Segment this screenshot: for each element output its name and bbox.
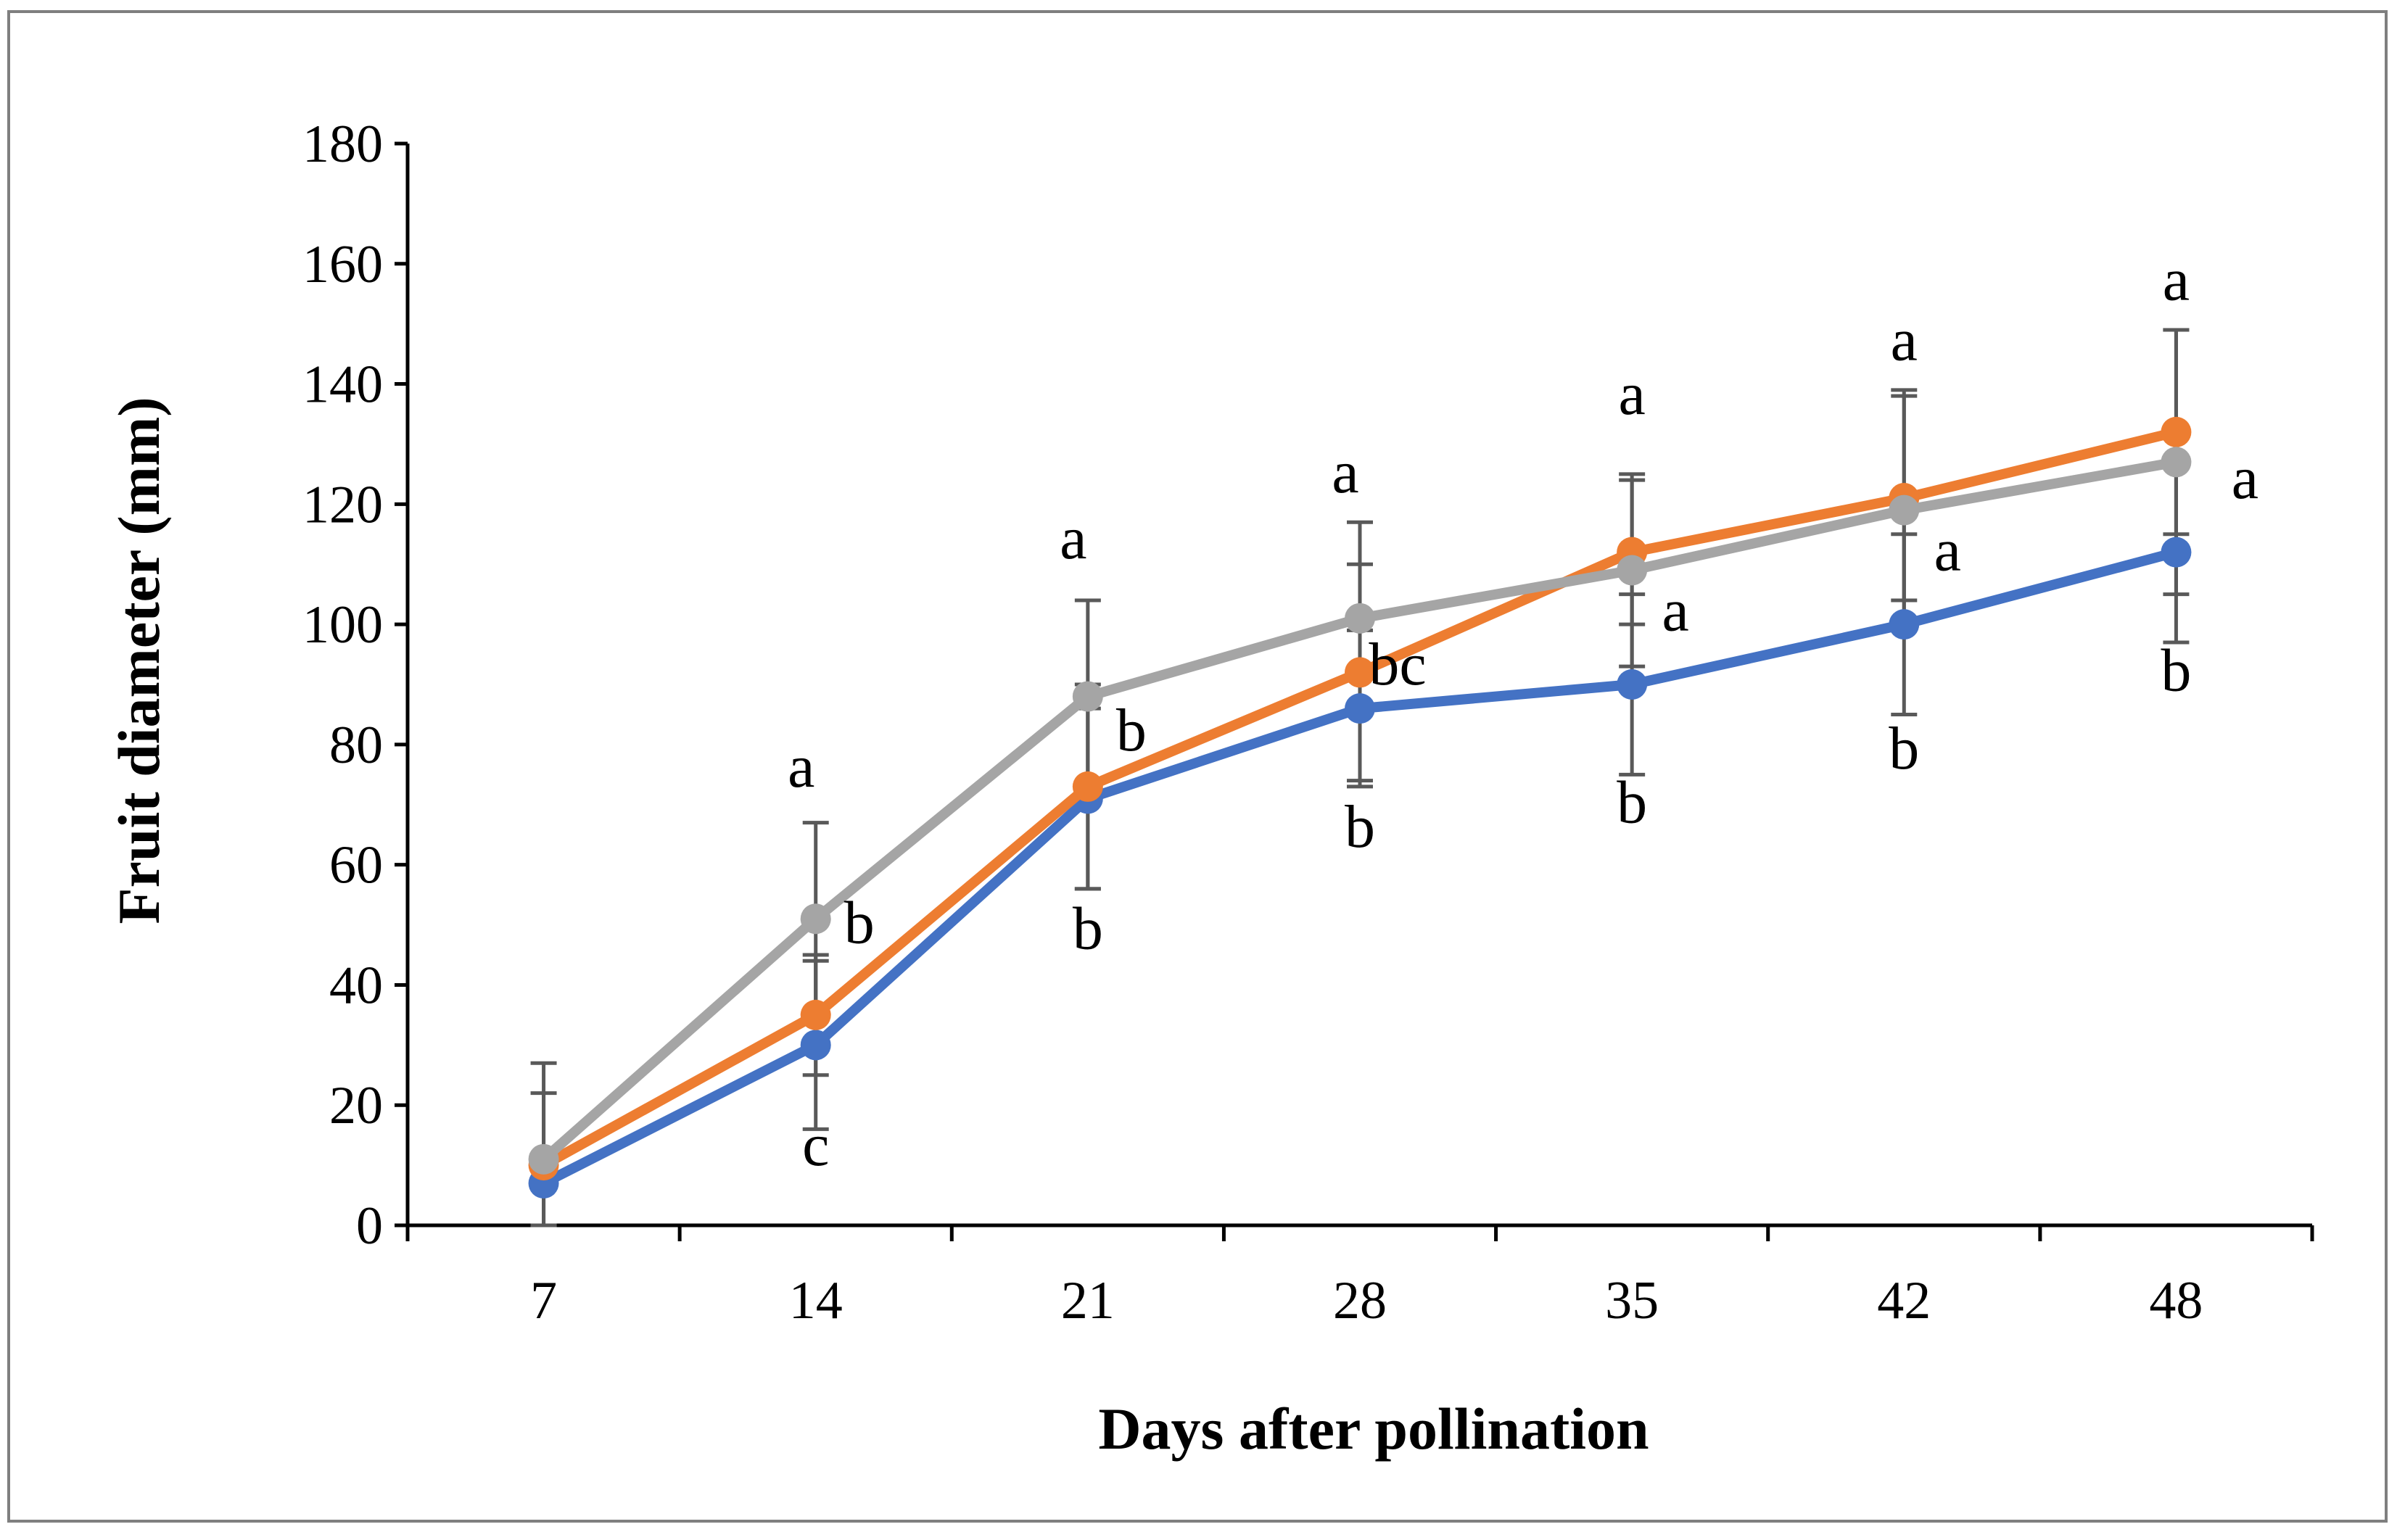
significance-label: b bbox=[1889, 715, 1919, 782]
data-point bbox=[800, 903, 831, 935]
significance-label: a bbox=[1891, 306, 1918, 373]
y-tick-label: 0 bbox=[356, 1196, 383, 1256]
data-point bbox=[800, 1030, 831, 1061]
significance-label: b bbox=[1116, 697, 1147, 764]
y-axis-title: Fruit diameter (mm) bbox=[106, 397, 172, 924]
x-tick-label: 48 bbox=[2149, 1271, 2203, 1330]
data-point bbox=[800, 999, 831, 1030]
significance-label: a bbox=[1618, 360, 1645, 428]
x-tick-label: 7 bbox=[530, 1271, 557, 1330]
x-axis-title: Days after pollination bbox=[1098, 1396, 1649, 1462]
data-point bbox=[1617, 555, 1648, 586]
data-point bbox=[1345, 603, 1375, 634]
data-point bbox=[1889, 494, 1920, 526]
significance-label: bc bbox=[1369, 631, 1426, 698]
significance-label: a bbox=[1662, 576, 1688, 644]
x-tick-label: 35 bbox=[1605, 1271, 1659, 1330]
x-tick-label: 21 bbox=[1061, 1271, 1115, 1330]
significance-label: a bbox=[1060, 505, 1086, 572]
data-point bbox=[1345, 693, 1375, 724]
chart-frame: 0 20 40 60 80 100 120 140 160 180 7 14 21 28 35 42 48 Day… bbox=[7, 10, 2388, 1523]
significance-label: a bbox=[1934, 517, 1961, 584]
data-point bbox=[2161, 537, 2192, 568]
data-point bbox=[1072, 681, 1103, 712]
y-tick-label: 180 bbox=[302, 115, 383, 174]
significance-label: b bbox=[1617, 769, 1647, 837]
fruit-diameter-chart: 0 20 40 60 80 100 120 140 160 180 7 14 21 28 35 42 48 Day… bbox=[106, 115, 2314, 1462]
data-point bbox=[2161, 447, 2192, 478]
significance-label: b bbox=[2161, 637, 2191, 704]
data-point bbox=[1617, 669, 1648, 700]
y-tick-label: 160 bbox=[302, 235, 383, 294]
y-tick-label: 60 bbox=[329, 836, 383, 895]
x-tick-label: 28 bbox=[1333, 1271, 1387, 1330]
y-tick-label: 100 bbox=[302, 595, 383, 655]
data-point bbox=[2161, 416, 2192, 447]
significance-label: b bbox=[844, 889, 875, 956]
significance-label: a bbox=[788, 733, 814, 800]
y-tick-label: 140 bbox=[302, 355, 383, 415]
significance-label: b bbox=[1073, 895, 1103, 963]
y-tick-label: 40 bbox=[329, 956, 383, 1015]
data-point bbox=[528, 1143, 559, 1175]
data-point bbox=[1889, 609, 1920, 640]
significance-label: a bbox=[1332, 439, 1358, 506]
data-point bbox=[1072, 771, 1103, 802]
y-tick-label: 80 bbox=[329, 716, 383, 775]
x-tick-label: 42 bbox=[1877, 1271, 1931, 1330]
data-point bbox=[1345, 657, 1375, 688]
significance-label: a bbox=[2163, 247, 2190, 314]
y-tick-label: 20 bbox=[329, 1076, 383, 1135]
significance-label: c bbox=[802, 1111, 829, 1179]
x-tick-label: 14 bbox=[789, 1271, 843, 1330]
significance-label: b bbox=[1345, 793, 1375, 861]
significance-label: a bbox=[2232, 444, 2258, 512]
y-tick-label: 120 bbox=[302, 475, 383, 534]
